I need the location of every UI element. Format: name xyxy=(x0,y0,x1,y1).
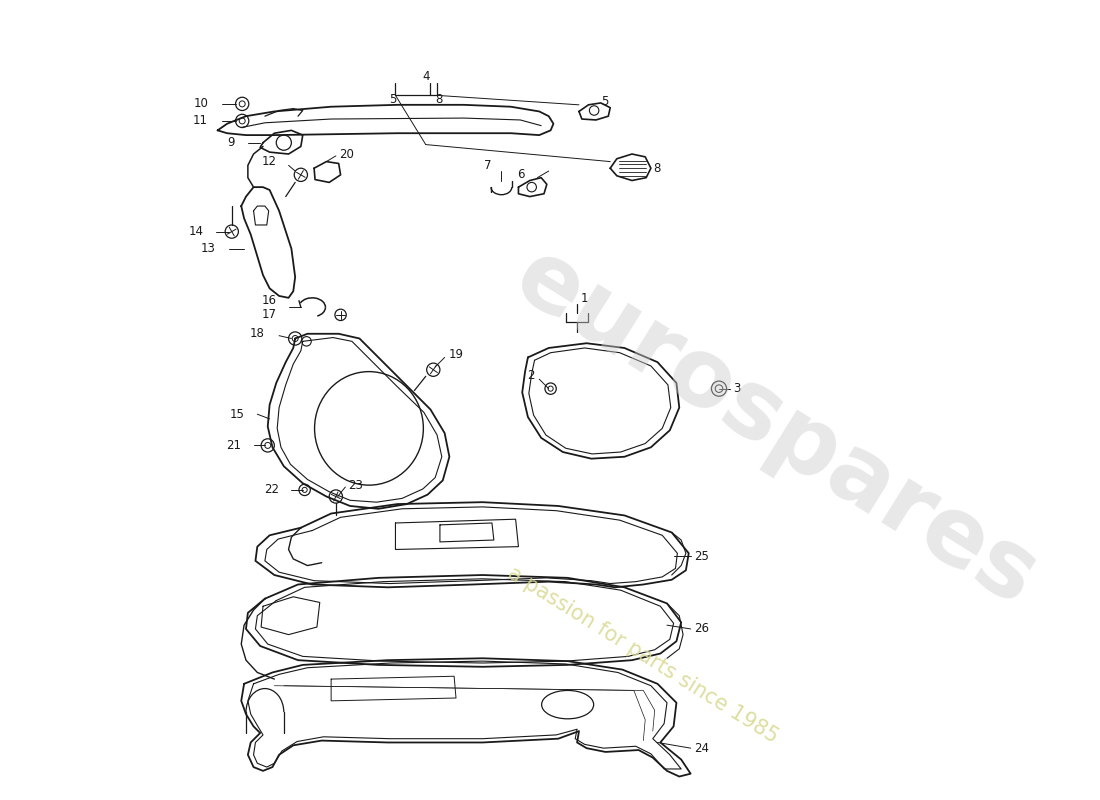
Text: 20: 20 xyxy=(339,147,353,161)
Text: 10: 10 xyxy=(194,98,208,110)
Text: 2: 2 xyxy=(527,369,535,382)
Text: 14: 14 xyxy=(188,225,204,238)
Text: a passion for parts since 1985: a passion for parts since 1985 xyxy=(505,563,782,747)
Text: 11: 11 xyxy=(194,114,208,127)
Text: 5: 5 xyxy=(601,94,608,107)
Text: 3: 3 xyxy=(734,382,740,395)
Text: 22: 22 xyxy=(264,483,279,496)
Text: 7: 7 xyxy=(484,159,492,172)
Text: 26: 26 xyxy=(694,622,710,635)
Text: 8: 8 xyxy=(652,162,660,174)
Text: 21: 21 xyxy=(227,439,241,452)
Text: 8: 8 xyxy=(436,93,442,106)
Text: 19: 19 xyxy=(449,348,463,361)
Text: 1: 1 xyxy=(581,292,589,306)
Text: 13: 13 xyxy=(201,242,216,255)
Text: 18: 18 xyxy=(250,327,265,340)
Text: 16: 16 xyxy=(262,294,276,307)
Text: 24: 24 xyxy=(694,742,710,754)
Text: 15: 15 xyxy=(229,408,244,421)
Text: 23: 23 xyxy=(349,478,363,492)
Text: eurospares: eurospares xyxy=(498,231,1054,626)
Text: 5: 5 xyxy=(389,93,396,106)
Text: 12: 12 xyxy=(262,155,276,168)
Text: 17: 17 xyxy=(262,308,276,322)
Text: 9: 9 xyxy=(227,136,234,149)
Text: 4: 4 xyxy=(422,70,429,83)
Text: 6: 6 xyxy=(518,168,525,182)
Text: 25: 25 xyxy=(694,550,710,562)
